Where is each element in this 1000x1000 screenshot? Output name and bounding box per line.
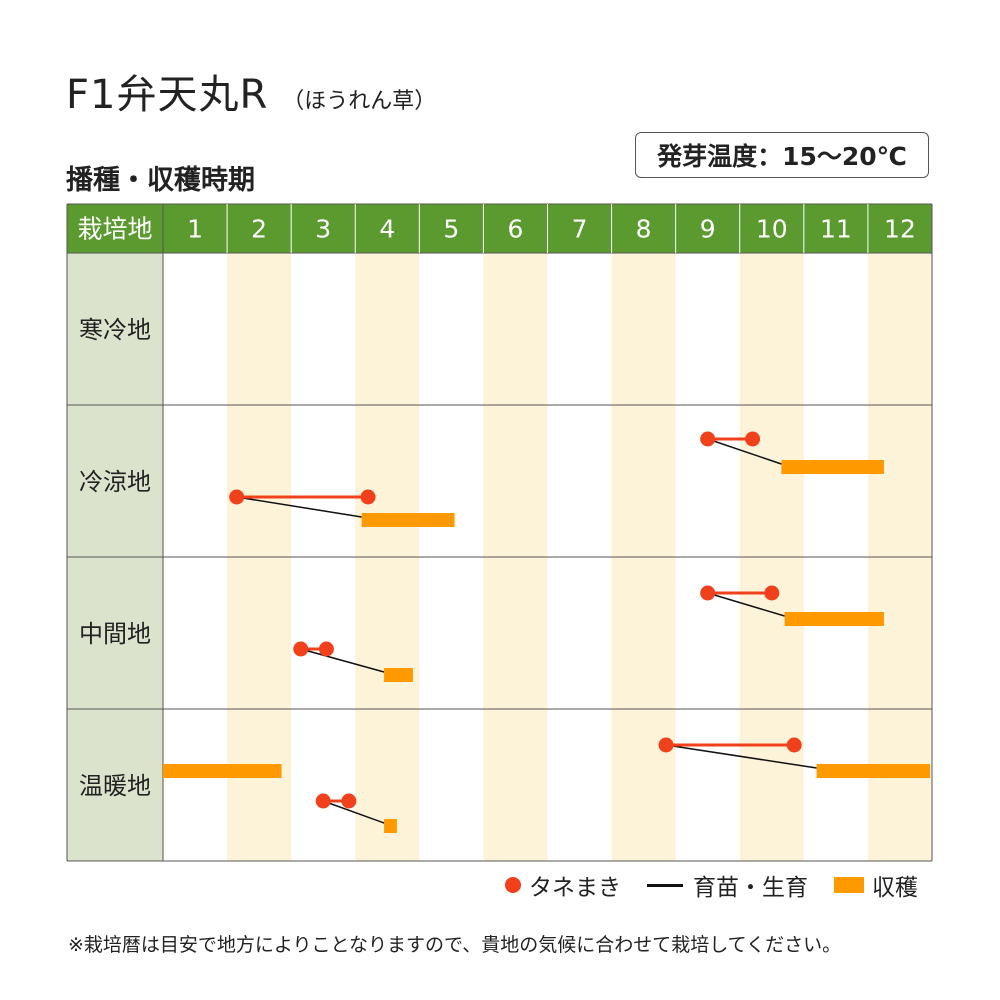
legend: タネまき 育苗・生育 収穫 (505, 868, 918, 902)
sowing-start-dot (315, 793, 331, 809)
legend-growing: 育苗・生育 (647, 868, 808, 902)
month-label: 7 (572, 215, 588, 244)
legend-sowing: タネまき (505, 868, 621, 902)
month-label: 10 (756, 215, 788, 244)
header-label-region: 栽培地 (77, 215, 152, 244)
month-label: 11 (820, 215, 852, 244)
page-title: F1弁天丸R (66, 72, 269, 118)
legend-harvest-label: 収穫 (872, 875, 918, 901)
sowing-end-dot (786, 737, 802, 753)
growing-line (300, 648, 385, 673)
growing-line (707, 592, 785, 617)
section-title: 播種・収穫時期 (66, 165, 255, 196)
growing-line (236, 496, 362, 518)
month-label: 4 (379, 215, 395, 244)
legend-growing-label: 育苗・生育 (693, 875, 808, 901)
page-subtitle: （ほうれん草） (282, 89, 437, 114)
schedule-entry (163, 764, 282, 778)
harvest-bar (384, 668, 413, 682)
schedule-entry (700, 585, 884, 626)
region-label: 中間地 (79, 620, 151, 648)
month-label: 5 (443, 215, 459, 244)
sowing-start-dot (293, 641, 309, 657)
schedule-entry (315, 793, 397, 833)
month-label: 2 (251, 215, 267, 244)
region-label: 温暖地 (79, 772, 151, 800)
schedule-entry (229, 489, 455, 527)
month-label: 6 (508, 215, 524, 244)
growing-line (707, 438, 782, 465)
schedule-entry (700, 431, 884, 474)
harvest-bar (781, 460, 884, 474)
title-row: F1弁天丸R （ほうれん草） (66, 62, 436, 120)
harvest-bar (361, 513, 455, 527)
footnote: ※栽培暦は目安で地方によりことなりますので、貴地の気候に合わせて栽培してください… (68, 934, 842, 956)
header-bar (67, 204, 932, 253)
month-label: 12 (884, 215, 916, 244)
harvest-bar-icon (834, 877, 864, 893)
sowing-end-dot (360, 489, 376, 505)
harvest-bar (784, 612, 884, 626)
harvest-bar (384, 819, 397, 833)
sowing-start-dot (229, 489, 245, 505)
sowing-end-dot (764, 585, 780, 601)
sowing-end-dot (341, 793, 357, 809)
month-label: 1 (187, 215, 203, 244)
month-label: 3 (315, 215, 331, 244)
region-label: 冷涼地 (79, 468, 151, 496)
growing-line (322, 800, 385, 824)
sowing-marker-icon (505, 877, 521, 893)
harvest-bar (163, 764, 282, 778)
legend-harvest: 収穫 (834, 868, 918, 902)
month-label: 9 (700, 215, 716, 244)
sowing-end-dot (745, 431, 761, 447)
harvest-bar (816, 764, 930, 778)
month-label: 8 (636, 215, 652, 244)
legend-sowing-label: タネまき (529, 875, 621, 901)
growing-line (665, 744, 817, 769)
schedule-entry (293, 641, 413, 682)
growing-line-icon (647, 883, 683, 887)
region-label: 寒冷地 (79, 316, 151, 344)
germination-temp-text: 発芽温度：15～20℃ (657, 142, 907, 171)
sowing-start-dot (700, 431, 716, 447)
schedule-entry (658, 737, 930, 778)
germination-temp-badge: 発芽温度：15～20℃ (635, 132, 929, 178)
sowing-end-dot (318, 641, 334, 657)
sowing-start-dot (700, 585, 716, 601)
sowing-start-dot (658, 737, 674, 753)
